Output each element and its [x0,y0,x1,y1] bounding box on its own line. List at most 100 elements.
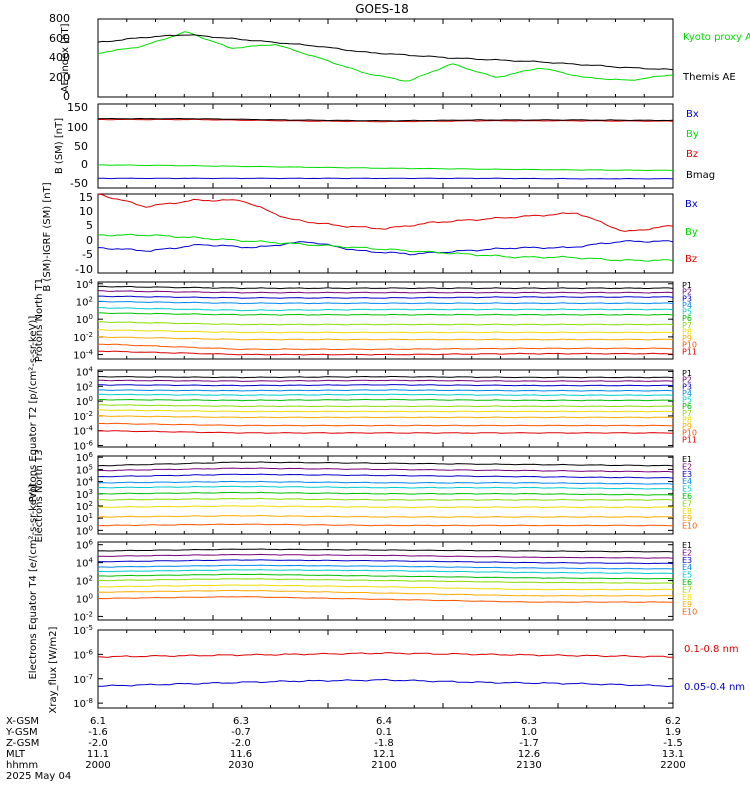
orbit-value: -1.7 [519,738,539,749]
b-igrf-legend-bx: Bx [685,199,698,210]
channel-legend-e9: E9 [682,600,692,609]
channel-legend-e5: E5 [682,571,692,580]
channel-legend-e10: E10 [682,522,697,531]
channel-legend-p1: P1 [682,369,692,378]
channel-legend-e1: E1 [682,541,692,550]
P7-p3-line [98,321,674,326]
orbit-value: 2200 [660,760,685,771]
channel-legend-e2: E2 [682,462,692,471]
P6-p3-line [98,312,674,316]
P2-p3-line [98,290,674,294]
b-igrf-ytick-label: -5 [82,248,93,261]
channel-legend-p3: P3 [682,382,692,391]
y-tick-label: 105 [76,463,93,476]
channel-legend-p9: P9 [682,334,692,343]
y-tick-label: 100 [76,313,93,326]
b-igrf-ylabel: B (SM)-IGRF (SM) [nT] [42,182,53,291]
orbit-value: 2000 [85,760,110,771]
channel-legend-e8: E8 [682,507,692,516]
channel-legend-e6: E6 [682,492,692,501]
chart-marks: 10410210010-210-410410210010-210-410-610… [73,19,697,771]
channel-legend-p6: P6 [682,314,692,323]
y-tick-label: 10-2 [73,410,93,423]
P8-p4-line [98,409,674,413]
channel-legend-p9: P9 [682,422,692,431]
channel-legend-e5: E5 [682,485,692,494]
E9-p6-line [97,589,674,597]
y-tick-label: 102 [76,575,93,588]
E9-p5-line [97,514,674,518]
y-tick-label: 103 [76,488,93,501]
channel-legend-p5: P5 [682,308,692,317]
P6-p4-line [97,398,674,402]
y-tick-label: 101 [76,512,93,525]
orbit-label: hhmm [6,760,38,771]
ae-ytick-label: 200 [49,71,70,84]
channel-legend-e2: E2 [682,548,692,557]
E5-p5-line [97,485,674,490]
y-tick-label: 104 [76,365,94,378]
b-sm-legend-bmag: Bmag [686,170,715,181]
channel-legend-p6: P6 [682,402,692,411]
P3-p4-line [97,384,674,387]
E10-p5-line [97,523,674,527]
P1-p3-line [97,285,674,290]
E1-p6-line [97,548,674,553]
channel-legend-p2: P2 [682,376,692,385]
channel-legend-p10: P10 [682,341,697,350]
Bmag-p1-line [97,117,674,122]
orbit-value: 12.6 [518,749,540,760]
ae-ytick-label: 600 [49,32,70,45]
y-tick-label: 102 [76,295,93,308]
b-igrf-ytick-label: 15 [79,191,93,204]
y-tick-label: 106 [76,451,94,464]
0.05-0.4 nm-p7-line [97,678,674,688]
channel-legend-p4: P4 [682,301,692,310]
b-igrf-legend-by: By [685,227,698,238]
y-tick-label: 10-6 [73,440,93,453]
channel-legend-e7: E7 [682,499,692,508]
b-sm-legend-by: By [686,129,699,140]
channel-legend-p1: P1 [682,281,692,290]
ae-legend-kyoto: Kyoto proxy AE [683,32,750,43]
channel-legend-e6: E6 [682,578,692,587]
y-tick-label: 106 [76,539,94,552]
ae-ytick-label: 800 [49,12,70,25]
y-tick-label: 10-5 [73,624,93,637]
P10-p3-line [97,343,674,351]
E4-p5-line [97,480,674,485]
electrons-north-ylabel: Electrons North T3 [34,449,45,542]
y-tick-label: 104 [76,278,94,291]
orbit-value: -2.0 [231,738,251,749]
channel-legend-e1: E1 [682,455,692,464]
channel-legend-p7: P7 [682,321,692,330]
y-tick-label: 10-2 [73,610,93,623]
b-sm-ytick-label: 150 [67,101,88,114]
orbit-value: -2.0 [88,738,108,749]
orbit-value: 13.1 [662,749,684,760]
channel-legend-e4: E4 [682,477,692,486]
b-sm-ytick-label: 100 [67,121,88,134]
orbit-value: 2100 [371,760,396,771]
orbit-value: -0.7 [231,727,251,738]
b-sm-ylabel: B (SM) [nT] [54,118,65,174]
channel-legend-p8: P8 [682,327,692,336]
y-tick-label: 10-4 [73,425,93,438]
y-tick-label: 102 [76,500,93,513]
protons-north-ylabel: Protons North T1 [34,278,45,362]
channel-legend-p10: P10 [682,429,697,438]
channel-legend-p11: P11 [682,347,697,356]
orbit-label: MLT [6,749,26,760]
b-igrf-ytick-label: 5 [86,219,93,232]
Bx-p1-line [98,177,674,180]
P5-p4-line [97,393,674,397]
channel-legend-p3: P3 [682,294,692,303]
y-tick-label: 100 [76,395,93,408]
orbit-value: 6.3 [521,716,537,727]
E3-p5-line [97,473,674,479]
channel-legend-e3: E3 [682,556,692,565]
E5-p6-line [97,569,674,575]
orbit-value: 6.2 [665,716,681,727]
P9-p3-line [98,336,674,341]
